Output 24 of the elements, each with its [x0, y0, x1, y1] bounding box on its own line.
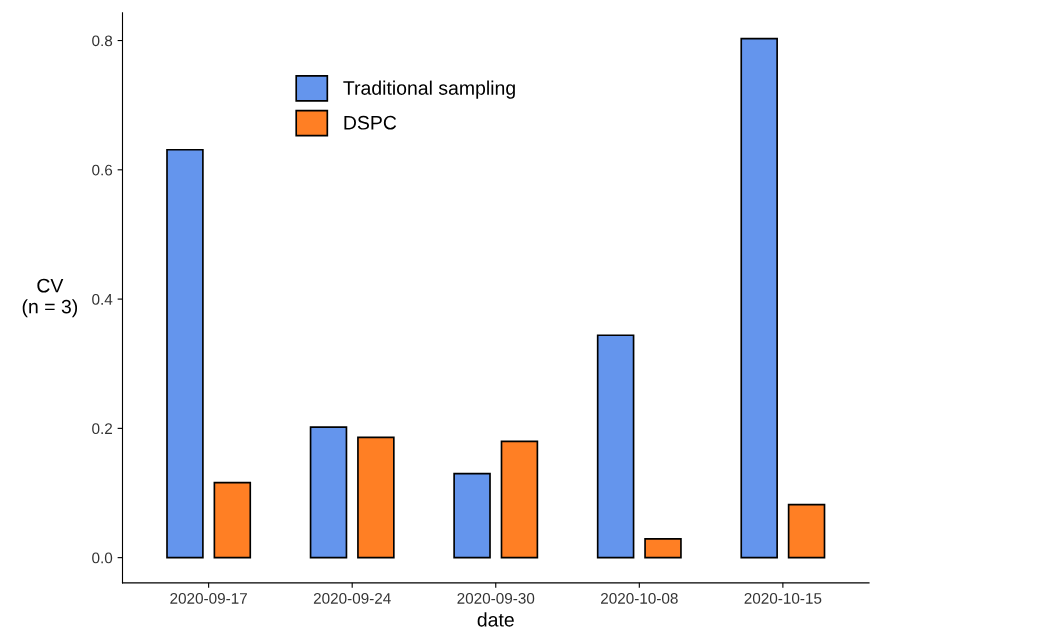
bar: [787, 503, 826, 559]
bar: [166, 148, 204, 559]
legend-label: Traditional sampling: [343, 80, 515, 99]
legend-label: DSPC: [344, 115, 397, 130]
x-tick-label: 2020-09-24: [313, 592, 391, 604]
bar: [740, 37, 778, 559]
bar: [596, 334, 635, 559]
y-axis-title: CV (n = 3): [22, 278, 78, 318]
bar: [309, 426, 348, 559]
bar: [213, 481, 252, 559]
bar: [644, 538, 682, 559]
x-tick-label: 2020-10-08: [601, 592, 678, 604]
x-tick-label: 2020-09-30: [457, 592, 535, 604]
y-tick-label: 0.6: [92, 164, 113, 176]
bar: [357, 436, 395, 559]
bar: [500, 440, 539, 559]
x-axis-title: date: [477, 612, 514, 627]
x-tick-label: 2020-10-15: [744, 592, 822, 604]
y-tick-label: 0.8: [92, 35, 113, 47]
x-tick-label: 2020-09-17: [170, 592, 247, 604]
y-tick-label: 0.4: [92, 293, 113, 305]
y-tick-label: 0.2: [92, 423, 113, 435]
bar: [453, 472, 491, 559]
y-tick-label: 0.0: [92, 552, 113, 564]
